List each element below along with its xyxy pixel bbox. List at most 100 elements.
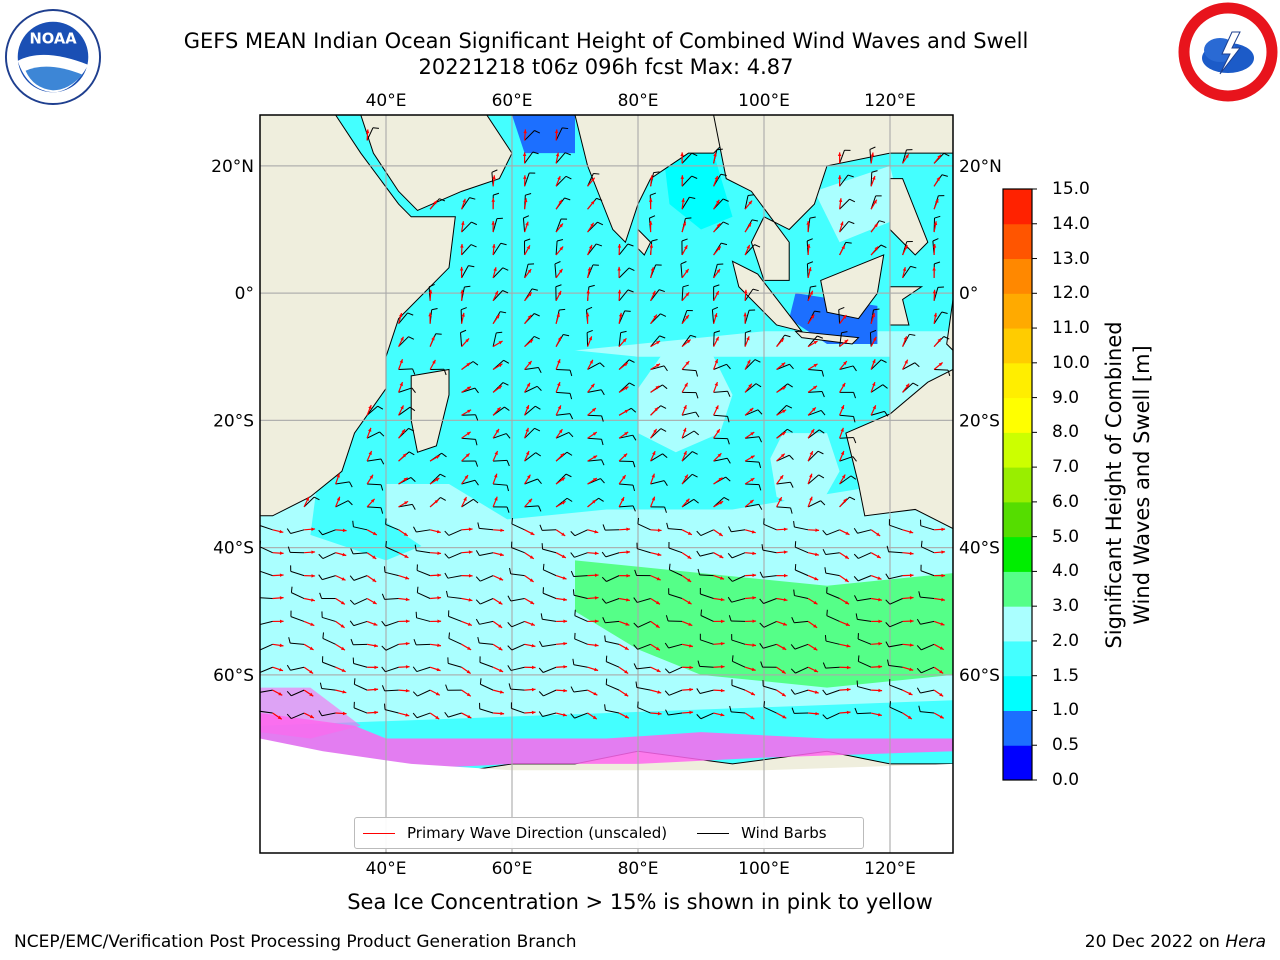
wind-barb-flag-242 [413, 526, 417, 533]
wind-barb-flag-415 [318, 710, 323, 716]
wave-arrowhead-246 [561, 532, 566, 536]
wind-barb-274 [731, 552, 746, 559]
wind-barb-flag-206 [474, 479, 479, 486]
wave-arrowhead-275 [783, 550, 788, 554]
wave-arrowhead-395 [405, 688, 410, 693]
wave-arrowhead-75 [460, 289, 464, 294]
wind-barb-356 [542, 643, 557, 647]
wave-arrowhead-168 [812, 407, 816, 412]
wave-arrowhead-155 [368, 405, 372, 410]
wave-arrowhead-143 [557, 382, 561, 387]
wave-arrowhead-252 [751, 530, 756, 534]
wind-barb-flag-209 [565, 473, 572, 478]
wind-barb-flag-216 [790, 481, 794, 488]
wave-arrowhead-205 [435, 478, 440, 482]
wave-arrowhead-57 [807, 244, 811, 248]
wave-arrowhead-330 [437, 619, 442, 624]
wind-barb-flag-117 [841, 331, 848, 334]
wind-barb-flag-38 [597, 221, 604, 226]
wave-arrowhead-375 [466, 670, 471, 674]
colorbar-segment-9 [1003, 432, 1032, 468]
wave-arrowhead-183 [781, 432, 786, 436]
wind-barb-170 [870, 410, 885, 416]
wave-arrowhead-273 [719, 554, 724, 558]
wind-barb-173 [461, 437, 476, 440]
wind-barb-250 [668, 528, 683, 531]
wave-arrowhead-147 [684, 382, 688, 387]
wave-arrowhead-266 [499, 552, 504, 557]
wind-barb-130 [682, 368, 697, 372]
wave-arrowhead-363 [782, 646, 787, 650]
wave-arrowhead-4 [555, 152, 560, 157]
wind-barb-flag-311 [507, 595, 512, 602]
wave-arrowhead-209 [561, 477, 566, 482]
wind-barb-flag-337 [633, 622, 639, 628]
wind-barb-flag-397 [445, 684, 449, 691]
wave-arrowhead-66 [587, 267, 591, 272]
wind-barb-flag-74 [428, 284, 435, 288]
wave-arrowhead-2 [554, 129, 559, 134]
wind-barb-142 [524, 385, 538, 393]
wind-barb-flag-100 [838, 306, 845, 311]
wind-barb-368 [921, 643, 935, 651]
wind-barb-flag-28 [689, 196, 696, 199]
wind-barb-flag-162 [630, 407, 637, 413]
wave-arrowhead-324 [941, 597, 945, 602]
wind-barb-233 [745, 503, 759, 508]
wind-barb-flag-296 [727, 576, 733, 582]
wind-barb-flag-157 [475, 414, 479, 421]
wave-arrowhead-197 [717, 453, 722, 458]
wind-barb-flag-154 [912, 382, 919, 387]
wind-barb-312 [542, 592, 557, 599]
wind-barb-flag-175 [534, 427, 541, 432]
wave-arrowhead-50 [559, 246, 564, 251]
wind-barb-411 [889, 684, 903, 691]
lon-tick-top-1: 60°E [492, 91, 533, 111]
vector-field [260, 127, 951, 720]
wave-arrowhead-52 [617, 243, 622, 248]
wind-barb-flag-338 [665, 615, 669, 622]
wave-arrowhead-174 [495, 428, 499, 433]
wind-barb-flag-236 [849, 496, 856, 501]
wind-barb-flag-13 [565, 175, 572, 180]
wind-barb-132 [744, 359, 756, 370]
lon-tick-top-3: 100°E [738, 91, 790, 111]
wind-barb-flag-384 [731, 655, 734, 662]
wave-arrowhead-125 [527, 361, 532, 365]
wind-barb-flag-71 [807, 261, 814, 265]
wave-arrowhead-362 [752, 643, 757, 647]
wave-arrowhead-13 [557, 176, 561, 181]
colorbar-segment-12 [1003, 328, 1032, 364]
wave-arrowhead-367 [909, 643, 914, 647]
wind-barb-335 [574, 615, 588, 622]
wave-arrowhead-248 [626, 527, 631, 532]
legend-swatch-wave [363, 832, 395, 834]
wind-barb-flag-243 [444, 530, 450, 536]
wind-barb-flag-150 [787, 383, 793, 388]
wave-arrowhead-152 [841, 382, 846, 387]
lat-tick-left-4: 60°S [213, 666, 254, 686]
wind-barb-419 [448, 712, 462, 718]
wind-barb-flag-47 [470, 244, 477, 248]
wave-arrowhead-271 [657, 552, 662, 557]
wave-arrowhead-253 [783, 527, 788, 532]
wind-barb-flag-124 [503, 359, 510, 364]
wind-barb-flag-169 [853, 416, 856, 423]
wave-arrowhead-40 [682, 221, 687, 226]
wave-arrowhead-333 [530, 622, 535, 626]
wind-barb-151 [808, 390, 823, 393]
lat-tick-right-2: 20°S [959, 411, 1000, 431]
wave-arrowhead-323 [909, 596, 914, 600]
wave-arrowhead-63 [493, 267, 497, 272]
wave-arrowhead-277 [844, 555, 849, 559]
wind-barb-35 [492, 218, 498, 233]
wind-barb-flag-83 [713, 284, 720, 288]
wave-arrowhead-226 [528, 498, 533, 503]
wind-barb-flag-405 [696, 688, 701, 694]
wind-barb-256 [857, 529, 872, 534]
wind-barb-flag-4 [564, 152, 571, 156]
wind-barb-flag-386 [790, 668, 796, 674]
wind-barb-flag-340 [728, 615, 732, 622]
wind-barb-322 [857, 598, 872, 602]
colorbar-tick-10: 5.0 [1052, 526, 1080, 547]
